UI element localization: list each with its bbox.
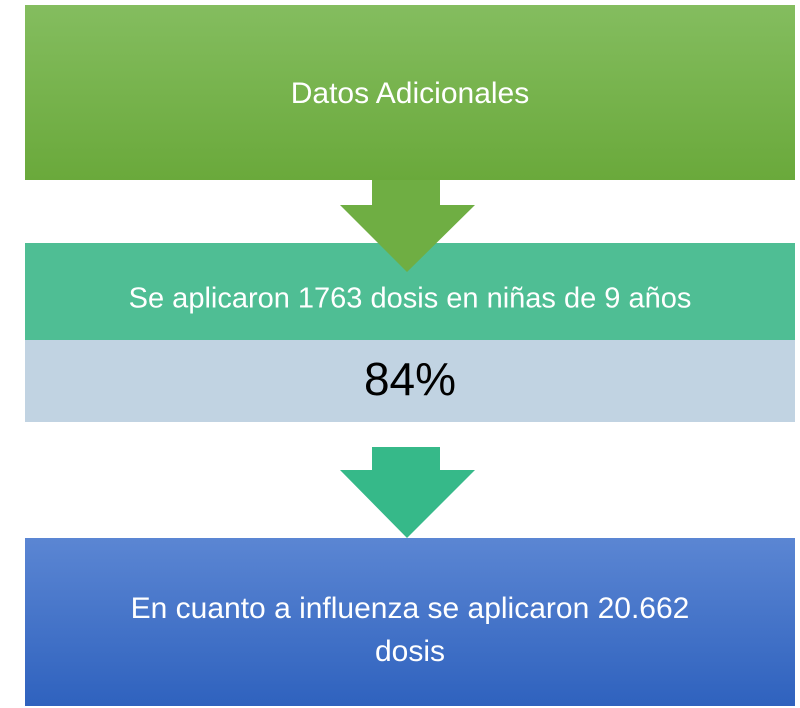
- value-label: 84%: [364, 353, 456, 405]
- box-top: [25, 5, 795, 180]
- arrow: [340, 180, 475, 272]
- box-label: dosis: [375, 635, 445, 668]
- box-label: En cuanto a influenza se aplicaron 20.66…: [131, 592, 690, 625]
- arrow: [340, 447, 475, 538]
- box-value: [25, 340, 795, 422]
- box-bottom: [25, 538, 795, 706]
- box-label: Datos Adicionales: [291, 77, 529, 110]
- box-label: Se aplicaron 1763 dosis en niñas de 9 añ…: [129, 283, 692, 315]
